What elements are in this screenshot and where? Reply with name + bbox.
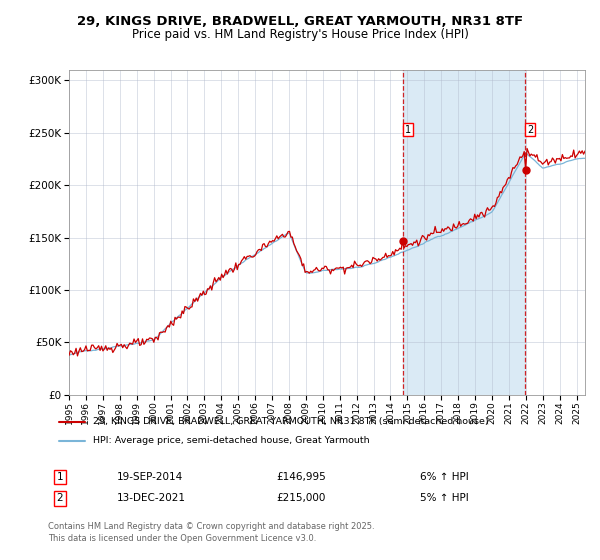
Text: This data is licensed under the Open Government Licence v3.0.: This data is licensed under the Open Gov…: [48, 534, 316, 543]
Text: £215,000: £215,000: [276, 493, 325, 503]
Text: Price paid vs. HM Land Registry's House Price Index (HPI): Price paid vs. HM Land Registry's House …: [131, 28, 469, 41]
Text: 5% ↑ HPI: 5% ↑ HPI: [420, 493, 469, 503]
Text: 6% ↑ HPI: 6% ↑ HPI: [420, 472, 469, 482]
Text: 1: 1: [56, 472, 64, 482]
Text: 2: 2: [527, 125, 533, 135]
Text: 29, KINGS DRIVE, BRADWELL, GREAT YARMOUTH, NR31 8TF: 29, KINGS DRIVE, BRADWELL, GREAT YARMOUT…: [77, 15, 523, 28]
Text: 2: 2: [56, 493, 64, 503]
Text: HPI: Average price, semi-detached house, Great Yarmouth: HPI: Average price, semi-detached house,…: [93, 436, 370, 445]
Text: 29, KINGS DRIVE, BRADWELL, GREAT YARMOUTH, NR31 8TF (semi-detached house): 29, KINGS DRIVE, BRADWELL, GREAT YARMOUT…: [93, 417, 488, 426]
Text: 1: 1: [404, 125, 411, 135]
Text: £146,995: £146,995: [276, 472, 326, 482]
Text: Contains HM Land Registry data © Crown copyright and database right 2025.: Contains HM Land Registry data © Crown c…: [48, 522, 374, 531]
Text: 19-SEP-2014: 19-SEP-2014: [117, 472, 183, 482]
Text: 13-DEC-2021: 13-DEC-2021: [117, 493, 186, 503]
Bar: [403, 70, 525, 395]
